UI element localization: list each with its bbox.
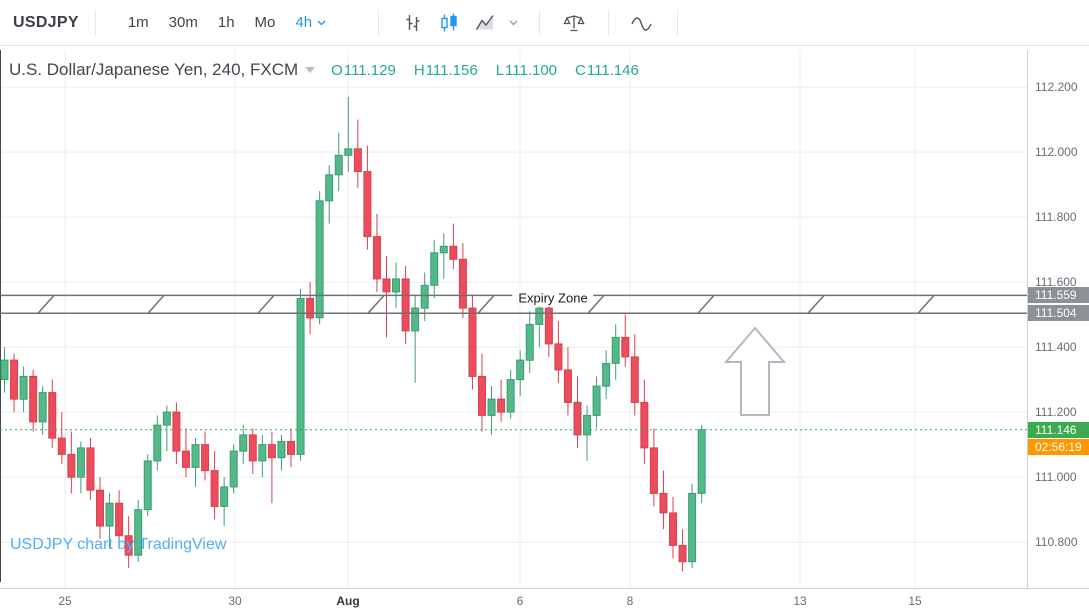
symbol-label[interactable]: USDJPY [13, 13, 79, 31]
chevron-down-icon [317, 20, 326, 25]
price-axis-label: 111.000 [1035, 470, 1077, 485]
indicators-icon[interactable] [625, 7, 661, 39]
interval-1m-button[interactable]: 1m [118, 8, 159, 37]
zone-bottom-price-badge: 111.504 [1028, 305, 1089, 322]
chart-title[interactable]: U.S. Dollar/Japanese Yen, 240, FXCM [9, 60, 299, 79]
time-axis-label: 15 [908, 594, 922, 608]
ohlc-l-value: L111.100 [495, 61, 558, 79]
toolbar-divider [608, 9, 610, 36]
interval-mo-label: Mo [254, 14, 276, 31]
price-axis-label: 111.400 [1035, 340, 1077, 355]
area-chart-style-icon[interactable] [467, 7, 503, 39]
chart-style-dropdown-chevron-icon[interactable] [503, 7, 523, 39]
interval-1h-label: 1h [217, 14, 235, 31]
bars-chart-style-icon[interactable] [395, 7, 431, 39]
interval-4h-label: 4h [295, 14, 313, 31]
price-axis-label: 111.200 [1035, 405, 1077, 420]
time-axis-label: 25 [58, 594, 72, 608]
interval-30m-button[interactable]: 30m [159, 8, 208, 37]
zone-top-price-badge: 111.559 [1028, 287, 1089, 304]
chart-plot-area[interactable] [0, 50, 1027, 588]
time-axis-label: 8 [626, 594, 634, 608]
time-axis[interactable]: 25 30 Aug 6 8 13 15 [0, 588, 1089, 613]
candles-chart-style-icon[interactable] [431, 7, 467, 39]
expiry-zone-label[interactable]: Expiry Zone [512, 289, 594, 307]
price-axis-label: 111.800 [1035, 210, 1077, 225]
compare-icon[interactable] [556, 7, 592, 39]
time-axis-label: 6 [516, 594, 524, 608]
up-arrow-annotation[interactable] [723, 326, 787, 416]
price-axis[interactable]: 112.200 112.000 111.800 111.600 111.400 111.2… [1027, 50, 1089, 588]
chart-legend: U.S. Dollar/Japanese Yen, 240, FXCM O111… [9, 60, 639, 80]
interval-toolbar: 1m 30m 1h Mo 4h [118, 8, 336, 37]
time-axis-label: Aug [336, 594, 360, 608]
interval-1m-label: 1m [127, 14, 149, 31]
ohlc-values: O111.129 H111.156 L111.100 C111.146 [331, 62, 639, 79]
candlestick-chart[interactable] [0, 50, 1027, 588]
ohlc-c-value: C111.146 [575, 61, 639, 79]
price-axis-label: 112.200 [1035, 80, 1078, 95]
time-axis-label: 13 [793, 594, 807, 608]
chart-toolbar: USDJPY 1m 30m 1h Mo 4h [0, 0, 1089, 46]
interval-1h-button[interactable]: 1h [208, 8, 245, 37]
toolbar-divider [539, 9, 541, 36]
price-axis-label: 111.600 [1035, 275, 1077, 290]
interval-4h-button[interactable]: 4h [285, 8, 336, 37]
price-axis-label: 112.000 [1035, 145, 1078, 160]
toolbar-divider [94, 9, 96, 36]
ohlc-h-value: H111.156 [413, 61, 478, 79]
countdown-badge: 02:56:19 [1028, 438, 1089, 455]
interval-mo-button[interactable]: Mo [245, 8, 286, 37]
interval-30m-label: 30m [168, 14, 198, 31]
legend-chevron-down-icon[interactable] [305, 67, 316, 73]
ohlc-o-value: O111.129 [331, 61, 396, 79]
time-axis-label: 30 [228, 594, 242, 608]
toolbar-divider [378, 9, 380, 36]
price-axis-label: 110.800 [1035, 535, 1078, 550]
toolbar-divider [677, 9, 679, 36]
tradingview-watermark-link[interactable]: USDJPY chart by TradingView [10, 536, 227, 553]
last-price-badge: 111.146 [1028, 421, 1089, 438]
